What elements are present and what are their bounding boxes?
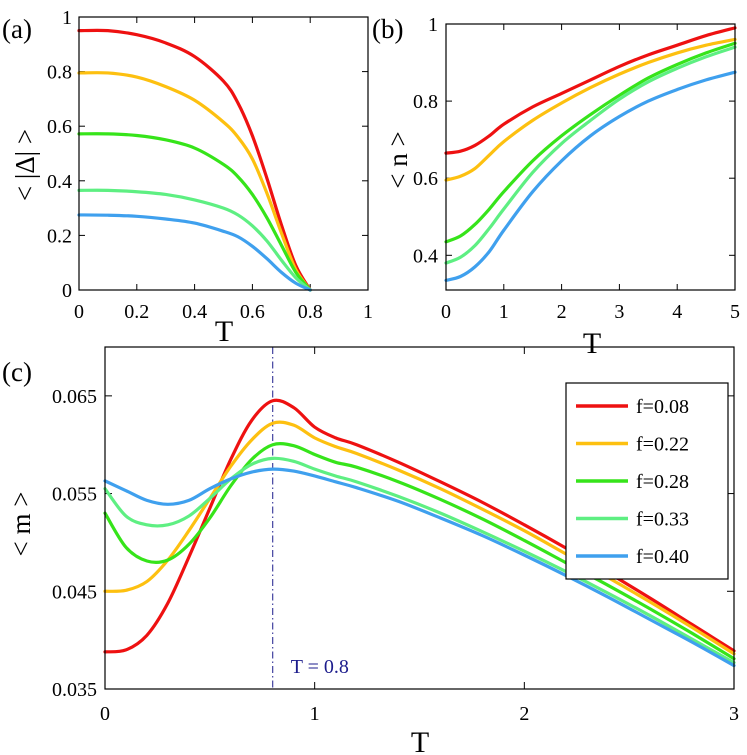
series-line-f-0.08 [77, 28, 312, 292]
y-tick-label: 0.6 [413, 168, 438, 190]
x-tick-label: 0 [100, 703, 110, 725]
y-tick-label: 0.055 [52, 484, 97, 506]
x-tick-label: 1 [310, 703, 320, 725]
panel-c-frame [104, 346, 735, 690]
legend-entry: f=0.22 [636, 434, 689, 456]
series-line-f-0.33 [444, 45, 737, 265]
series-line-f-0.08 [444, 26, 737, 155]
panel-b-label: (b) [372, 14, 403, 44]
x-tick-label: 5 [730, 301, 740, 323]
x-tick-label: 0.6 [240, 301, 265, 323]
y-tick-label: 0.2 [47, 225, 72, 247]
x-tick-label: 0 [74, 301, 84, 323]
panel-b: (b) < n > T 0 1 2 3 4 5 0.4 0.6 0.8 1 [372, 14, 740, 360]
y-tick-label: 0.045 [52, 581, 97, 603]
x-tick-label: 0 [441, 301, 451, 323]
x-tick-label: 0.4 [182, 301, 207, 323]
legend-entry: f=0.08 [636, 396, 689, 418]
y-tick-label: 1 [428, 14, 438, 36]
series-line-f-0.33 [77, 188, 312, 292]
panel-b-frame [445, 23, 736, 291]
series-line-f-0.22 [77, 71, 312, 292]
y-tick-label: 0.6 [47, 116, 72, 138]
x-tick-label: 3 [729, 703, 739, 725]
y-tick-label: 0.065 [52, 386, 97, 408]
panel-a: (a) < |Δ| > T 0 0.2 0.4 0.6 0.8 1 0 0.2 0.4 0.6 0.… [2, 7, 373, 348]
x-tick-label: 0.8 [298, 301, 323, 323]
panel-a-label: (a) [2, 14, 32, 44]
panel-a-ylabel: < |Δ| > [10, 129, 40, 201]
x-tick-label: 1 [363, 301, 373, 323]
panel-b-xlabel: T [583, 327, 601, 360]
panel-c-legend: f=0.08 f=0.22 f=0.28 f=0.33 f=0.40 [565, 382, 729, 580]
legend-entry: f=0.40 [636, 546, 689, 568]
y-tick-label: 0.8 [47, 62, 72, 84]
x-tick-label: 2 [557, 301, 567, 323]
panel-c-ylabel: < m > [6, 492, 36, 557]
y-tick-label: 0.4 [413, 245, 438, 267]
y-tick-label: 0.8 [413, 91, 438, 113]
series-line-f-0.40 [103, 467, 736, 668]
y-tick-label: 0.035 [52, 679, 97, 701]
panel-a-xlabel: T [215, 315, 233, 348]
x-tick-label: 4 [672, 301, 682, 323]
panel-c-label: (c) [2, 357, 32, 387]
series-line-f-0.40 [77, 213, 312, 292]
reference-line-label: T = 0.8 [291, 656, 349, 678]
series-line-f-0.28 [77, 132, 312, 292]
x-tick-label: 3 [614, 301, 624, 323]
panel-a-frame [78, 16, 369, 291]
panel-c-xlabel: T [411, 726, 429, 755]
series-line-f-0.22 [444, 37, 737, 182]
panel-b-ylabel: < n > [383, 131, 413, 188]
legend-entry: f=0.33 [636, 509, 689, 531]
series-line-f-0.28 [444, 41, 737, 244]
x-tick-label: 0.2 [124, 301, 149, 323]
y-tick-label: 0 [62, 280, 72, 302]
y-tick-label: 0.4 [47, 171, 72, 193]
panel-c: (c) < m > T 0 1 2 3 0.035 0.045 0.055 0.065 T =… [2, 346, 739, 755]
legend-entry: f=0.28 [636, 471, 689, 493]
y-tick-label: 1 [62, 7, 72, 29]
x-tick-label: 1 [499, 301, 509, 323]
series-line-f-0.40 [444, 70, 737, 282]
series-line-f-0.33 [103, 456, 736, 665]
x-tick-label: 2 [519, 703, 529, 725]
